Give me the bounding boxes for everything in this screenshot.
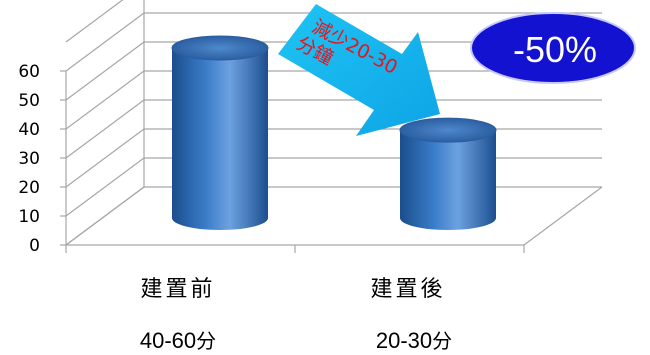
bar-0 bbox=[171, 35, 269, 230]
y-tick-label: 0 bbox=[29, 236, 40, 256]
category-label-1: 建置後 bbox=[370, 277, 445, 302]
y-tick-label: 40 bbox=[18, 120, 40, 140]
reduction-badge: -50% bbox=[470, 12, 636, 84]
range-label-0: 40-60分 bbox=[140, 328, 216, 353]
badge-ellipse bbox=[470, 12, 636, 84]
bar-top-1 bbox=[399, 117, 497, 143]
grid-line bbox=[65, 186, 602, 246]
bar-top-0 bbox=[171, 35, 269, 61]
category-labels: 建置前 建置後 bbox=[140, 277, 445, 302]
grid-line bbox=[65, 12, 602, 72]
y-tick-label: 20 bbox=[18, 178, 40, 198]
y-tick-label: 30 bbox=[18, 149, 40, 169]
grid-line bbox=[65, 41, 602, 101]
reduction-arrow: 減少20-30 分鐘 bbox=[278, 4, 440, 136]
bar-body-0 bbox=[172, 48, 268, 230]
grid-line bbox=[65, 0, 124, 43]
y-tick-label: 50 bbox=[18, 91, 40, 111]
badge-text: -50% bbox=[513, 29, 597, 70]
grid-line bbox=[65, 99, 602, 159]
y-axis: 0 10 20 30 40 50 60 bbox=[18, 62, 66, 256]
range-label-1: 20-30分 bbox=[376, 328, 452, 353]
bar-body-1 bbox=[400, 130, 496, 230]
range-labels: 40-60分 20-30分 bbox=[140, 328, 452, 353]
category-label-0: 建置前 bbox=[140, 277, 215, 302]
floor-right-edge bbox=[523, 186, 603, 246]
bar-1 bbox=[399, 117, 497, 230]
y-tick-label: 10 bbox=[18, 207, 40, 227]
y-tick-label: 60 bbox=[18, 62, 40, 82]
grid-line bbox=[65, 70, 602, 130]
down-right-arrow-icon bbox=[278, 4, 440, 136]
bars bbox=[171, 35, 497, 230]
